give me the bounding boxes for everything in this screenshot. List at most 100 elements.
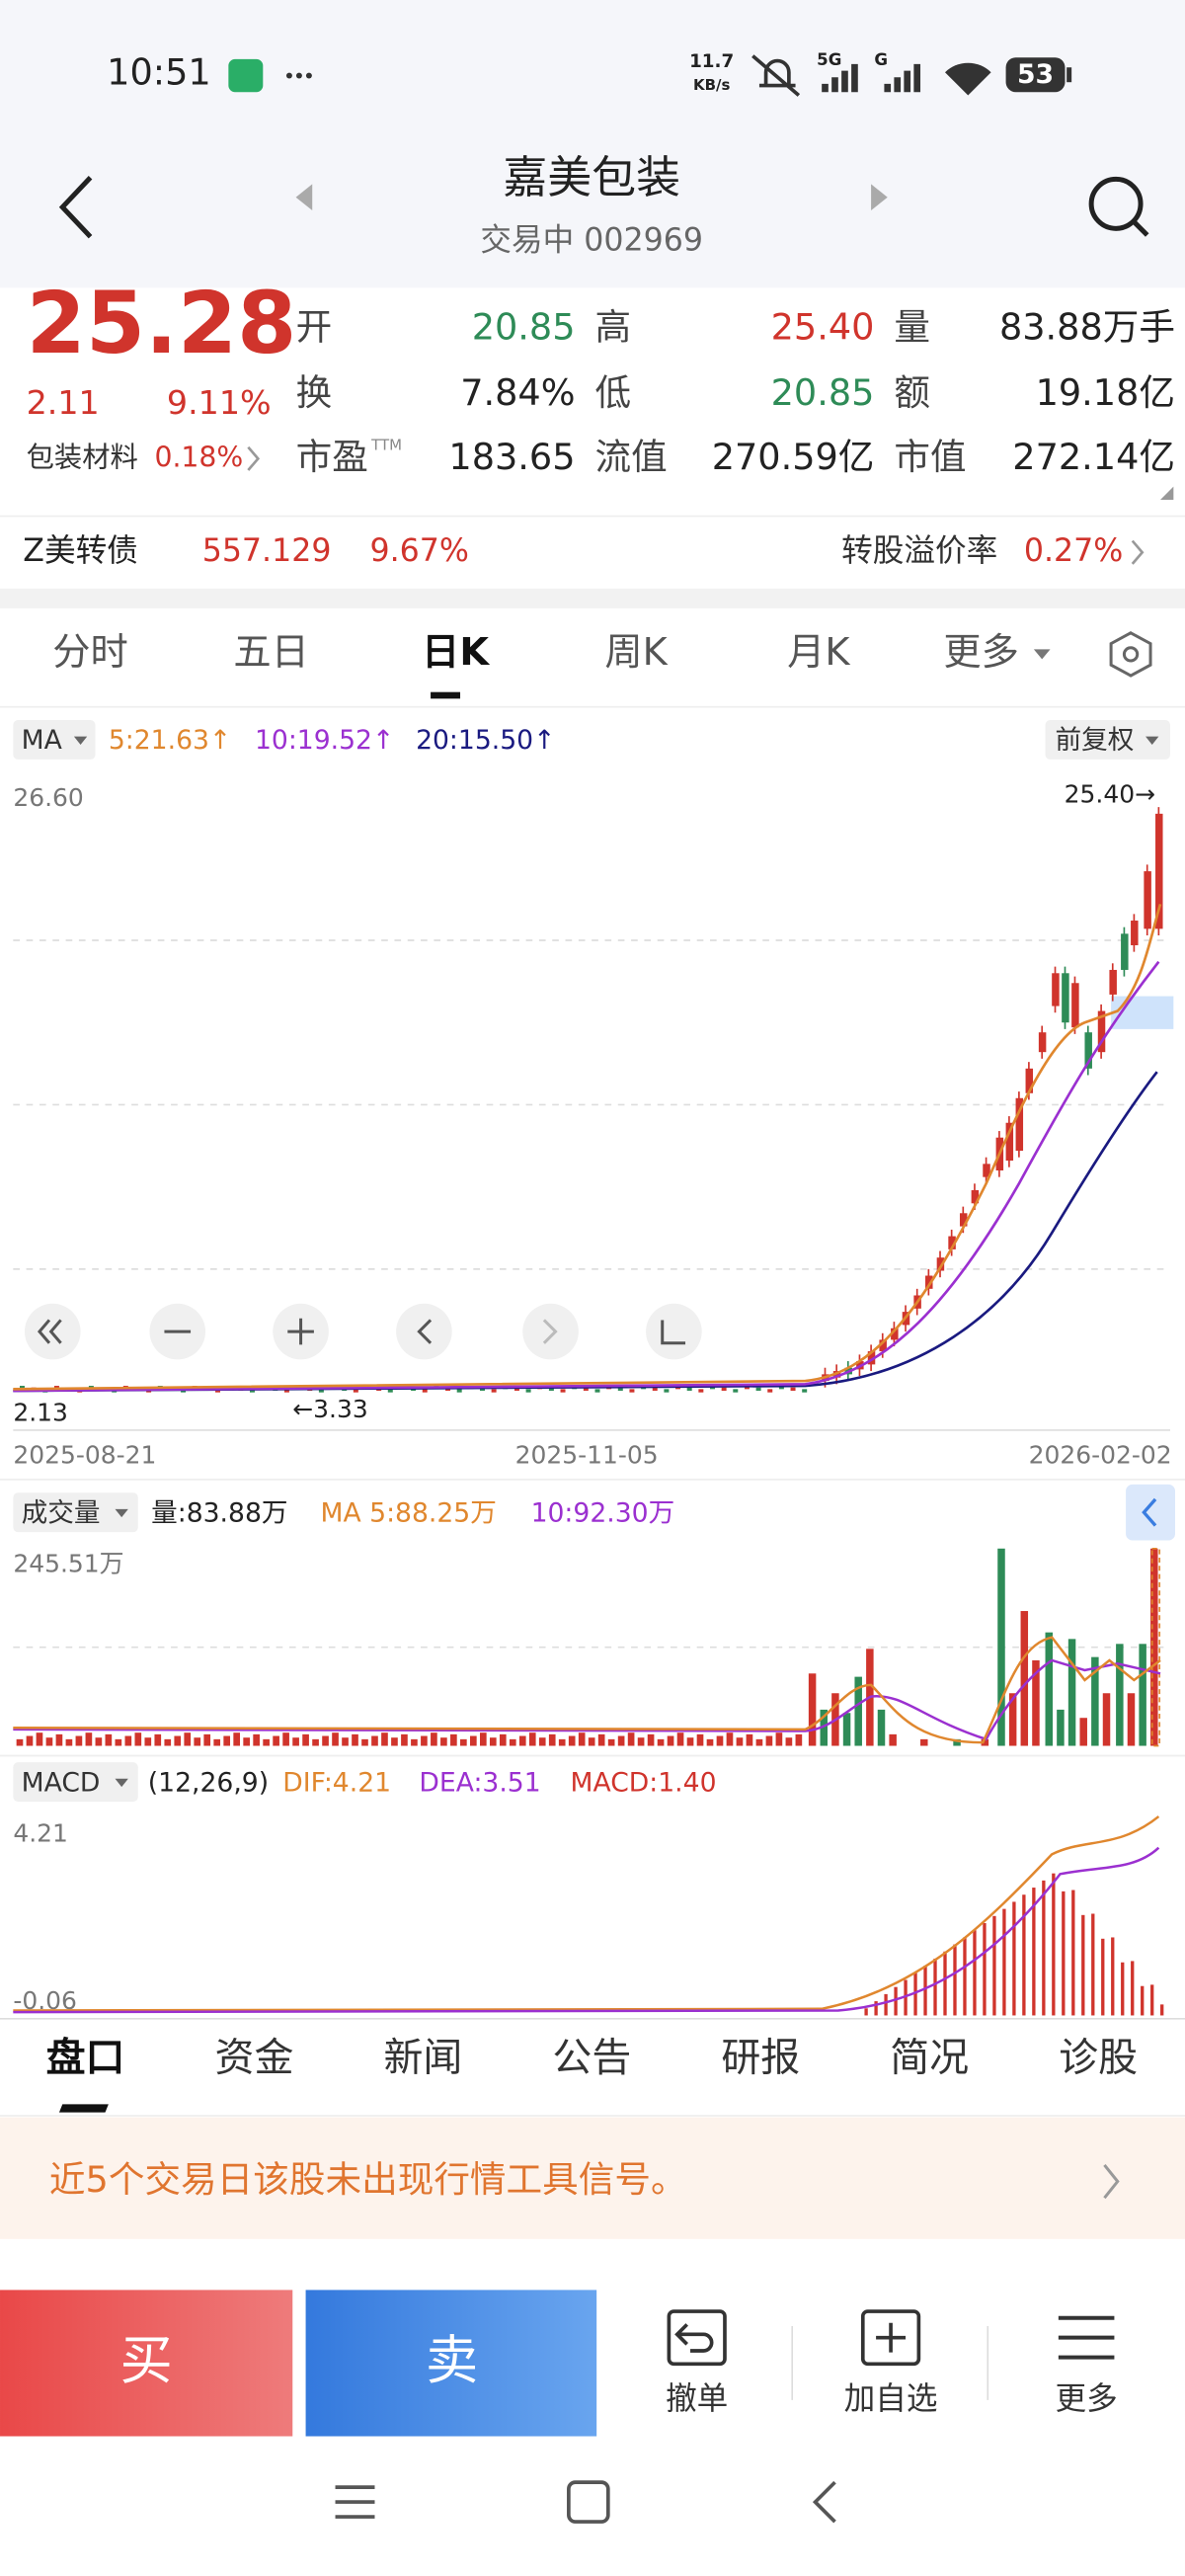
low-mark: ←3.33 bbox=[292, 1395, 367, 1423]
volume-bar bbox=[795, 1733, 803, 1746]
bottom-tab[interactable]: 盘口 bbox=[46, 2035, 125, 2080]
bond-name: Z美转债 bbox=[23, 533, 137, 569]
macd-bar bbox=[933, 1958, 937, 2016]
chevron bbox=[1103, 2163, 1120, 2200]
volume-bar bbox=[607, 1738, 615, 1746]
more-icon bbox=[1058, 2315, 1115, 2360]
volume-bar bbox=[808, 1673, 817, 1746]
candle bbox=[879, 1339, 887, 1352]
chart-tab[interactable]: 五日 bbox=[233, 630, 309, 675]
adjust-button[interactable] bbox=[1045, 719, 1171, 760]
chart-tab[interactable]: 日K bbox=[422, 630, 490, 675]
volume-bar bbox=[75, 1735, 83, 1746]
volume-bar bbox=[460, 1738, 467, 1746]
tab-underline bbox=[58, 2104, 109, 2113]
bottom-tab[interactable]: 资金 bbox=[215, 2035, 294, 2080]
candle bbox=[1025, 1068, 1034, 1093]
stat-value: 270.59亿 bbox=[712, 436, 875, 478]
volume-bar bbox=[144, 1737, 152, 1746]
macd-bar bbox=[913, 1972, 917, 2016]
cancel-label: 撤单 bbox=[666, 2381, 728, 2417]
chart-tab[interactable]: 更多 bbox=[943, 630, 1019, 675]
cancel-button[interactable]: 撤单 bbox=[666, 2309, 728, 2417]
battery-tip bbox=[1066, 67, 1072, 83]
nav-menu[interactable] bbox=[335, 2485, 375, 2519]
more-button[interactable]: 更多 bbox=[1056, 2315, 1118, 2417]
bottom-tab[interactable]: 新闻 bbox=[383, 2035, 462, 2080]
net-unit: KB/s bbox=[693, 76, 730, 94]
buy-button[interactable] bbox=[0, 2290, 293, 2437]
volume-bar bbox=[726, 1732, 734, 1746]
macd-bar bbox=[943, 1951, 947, 2016]
volume-bar bbox=[154, 1733, 162, 1746]
buy-label: 买 bbox=[120, 2330, 173, 2391]
volume-bar bbox=[637, 1737, 645, 1746]
bottom-tab[interactable]: 诊股 bbox=[1059, 2035, 1138, 2080]
volume-bar bbox=[627, 1732, 635, 1746]
nav-back[interactable] bbox=[812, 2480, 836, 2524]
bottom-tab[interactable]: 公告 bbox=[552, 2035, 631, 2080]
bond-pct: 9.67% bbox=[369, 533, 468, 569]
zoom-button[interactable] bbox=[396, 1303, 452, 1360]
axis-top: 26.60 bbox=[13, 783, 83, 812]
bottom-tab[interactable]: 研报 bbox=[721, 2035, 800, 2080]
chart-tab[interactable]: 月K bbox=[787, 630, 850, 675]
candle bbox=[802, 1389, 808, 1393]
macd-bar bbox=[1081, 1914, 1085, 2016]
search-button[interactable] bbox=[1088, 176, 1149, 237]
stat-label: 换 bbox=[296, 371, 333, 414]
macd-button[interactable] bbox=[13, 1762, 138, 1803]
time: 10:51 bbox=[107, 50, 211, 93]
volume-bar bbox=[134, 1732, 142, 1746]
collapse-button[interactable] bbox=[1126, 1484, 1176, 1541]
dropdown bbox=[115, 1778, 128, 1788]
candle bbox=[664, 1389, 670, 1393]
settings-button[interactable] bbox=[1109, 631, 1152, 678]
candle bbox=[925, 1275, 933, 1289]
bottom-tab[interactable]: 简况 bbox=[890, 2035, 969, 2080]
volume-bar bbox=[588, 1737, 595, 1746]
volume-bar bbox=[755, 1738, 763, 1746]
battery-level: 53 bbox=[1017, 59, 1054, 90]
back-button[interactable] bbox=[58, 176, 93, 239]
candle bbox=[617, 1387, 623, 1392]
zoom-button[interactable] bbox=[522, 1303, 579, 1360]
volume-bar bbox=[381, 1732, 388, 1746]
volume-bar bbox=[450, 1733, 457, 1746]
chart-tab[interactable]: 周K bbox=[604, 630, 668, 675]
candle bbox=[514, 1387, 519, 1392]
macd-bar bbox=[992, 1915, 996, 2016]
candle bbox=[560, 1389, 566, 1393]
macd-bar bbox=[904, 1979, 908, 2016]
volume-bar bbox=[820, 1709, 828, 1746]
watch-button[interactable]: 加自选 bbox=[844, 2309, 938, 2417]
macd-bar bbox=[1121, 1962, 1125, 2016]
indicator-button[interactable] bbox=[13, 719, 96, 760]
prev-stock[interactable] bbox=[295, 184, 313, 211]
volume-button[interactable] bbox=[13, 1492, 138, 1533]
volume-bar bbox=[1008, 1693, 1017, 1746]
chart-tab[interactable]: 分时 bbox=[52, 630, 128, 675]
candle bbox=[422, 1389, 428, 1393]
sell-button[interactable] bbox=[305, 2290, 597, 2437]
volume-bar bbox=[292, 1737, 299, 1746]
volume-bar bbox=[785, 1737, 793, 1746]
wifi-icon bbox=[944, 62, 991, 96]
search-handle bbox=[1132, 219, 1149, 237]
nav-home[interactable] bbox=[567, 2480, 610, 2524]
volume-bar bbox=[440, 1737, 447, 1746]
stat-value: 7.84% bbox=[460, 371, 575, 414]
top-bg bbox=[0, 0, 1185, 288]
next-stock[interactable] bbox=[871, 184, 888, 211]
watch-label: 加自选 bbox=[844, 2381, 938, 2417]
more-label: 更多 bbox=[1056, 2381, 1118, 2417]
volume-bar bbox=[597, 1733, 605, 1746]
dot bbox=[285, 72, 292, 79]
zoom-button[interactable] bbox=[646, 1303, 702, 1360]
signal-banner[interactable] bbox=[0, 2117, 1185, 2239]
ma20: 20:15.50↑ bbox=[416, 725, 555, 756]
macd-bar bbox=[963, 1937, 967, 2016]
stat-value: 20.85 bbox=[771, 371, 875, 414]
